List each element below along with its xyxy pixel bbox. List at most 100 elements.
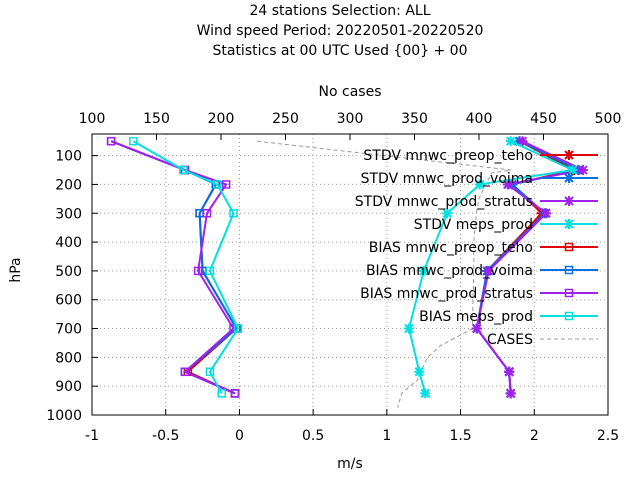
- data-point: [442, 208, 453, 219]
- data-point: [564, 150, 574, 160]
- legend-label: STDV mnwc_prod_voima: [361, 171, 533, 187]
- x-tick-label: 1.5: [449, 428, 471, 444]
- title-line-3: Statistics at 00 UTC Used {00} + 00: [212, 43, 467, 59]
- legend-label: BIAS mnwc_prod_stratus: [360, 286, 533, 302]
- y-axis-label: hPa: [8, 257, 24, 282]
- data-point: [202, 209, 212, 218]
- legend-label: STDV mnwc_prod_stratus: [355, 194, 533, 210]
- y-tick-label: 600: [55, 293, 82, 309]
- legend-item: BIAS meps_prod: [419, 309, 598, 325]
- legend-label: BIAS meps_prod: [419, 309, 533, 325]
- series-group: [106, 136, 588, 399]
- data-point: [474, 179, 485, 190]
- data-point: [205, 367, 215, 377]
- title-line-1: 24 stations Selection: ALL: [249, 3, 430, 19]
- y-tick-label: 900: [55, 379, 82, 395]
- legend-label: CASES: [487, 332, 533, 348]
- legend-item: STDV meps_prod: [414, 217, 598, 233]
- y-tick-label: 400: [55, 235, 82, 251]
- series-6: [106, 136, 240, 398]
- data-point: [106, 136, 116, 146]
- y-tick-label: 700: [55, 322, 82, 338]
- x2-axis-label: No cases: [319, 84, 382, 100]
- data-point: [564, 196, 574, 206]
- legend-item: STDV mnwc_prod_stratus: [355, 194, 598, 210]
- data-point: [221, 180, 231, 189]
- data-point: [205, 266, 215, 276]
- x-axis-ticks: -1 -0.5 0 0.5 1 1.5 2 2.5: [85, 409, 619, 444]
- series-4: [106, 136, 241, 398]
- data-point: [517, 136, 528, 147]
- x2-tick-label: 100: [79, 111, 106, 127]
- legend-label: BIAS mnwc_prod_voima: [366, 263, 533, 279]
- legend: STDV mnwc_preop_teho STDV mnwc_prod_voima…: [355, 148, 598, 348]
- data-point: [213, 180, 222, 189]
- data-point: [471, 323, 482, 334]
- legend-label: STDV meps_prod: [414, 217, 533, 233]
- y-tick-label: 100: [55, 149, 82, 165]
- x-tick-label: -1: [85, 428, 99, 444]
- x2-tick-label: 150: [143, 111, 170, 127]
- data-point: [217, 389, 226, 398]
- y-tick-label: 1000: [46, 408, 82, 424]
- y-tick-label: 200: [55, 177, 82, 193]
- x2-tick-label: 250: [272, 111, 299, 127]
- x2-tick-label: 500: [595, 111, 622, 127]
- data-point: [505, 388, 516, 399]
- data-point: [229, 209, 238, 218]
- y-tick-label: 500: [55, 264, 82, 280]
- x-axis-label: m/s: [337, 456, 363, 472]
- legend-item: STDV mnwc_preop_teho: [363, 148, 598, 164]
- x-tick-label: 1: [382, 428, 391, 444]
- series-3: [403, 136, 578, 399]
- x2-tick-label: 200: [208, 111, 235, 127]
- data-point: [193, 266, 203, 276]
- data-point: [564, 242, 574, 252]
- data-point: [233, 324, 243, 333]
- data-point: [502, 179, 513, 190]
- data-point: [418, 265, 429, 276]
- x-tick-label: 0.5: [302, 428, 324, 444]
- data-point: [179, 165, 188, 175]
- data-point: [564, 219, 574, 229]
- series-line: [110, 140, 236, 395]
- x2-tick-label: 350: [401, 111, 428, 127]
- x2-tick-label: 450: [530, 111, 557, 127]
- series-5: [106, 136, 241, 398]
- y-axis-ticks: 100 200 300 400 500 600 700 800 900 1000: [46, 149, 98, 424]
- data-point: [567, 165, 578, 176]
- x2-tick-label: 400: [466, 111, 493, 127]
- series-line: [407, 140, 577, 394]
- x-tick-label: -0.5: [152, 428, 179, 444]
- legend-label: BIAS mnwc_preop_teho: [369, 240, 533, 256]
- data-point: [577, 165, 588, 176]
- data-point: [564, 288, 574, 298]
- series-line: [132, 140, 240, 394]
- legend-item: STDV mnwc_prod_voima: [361, 171, 598, 187]
- data-point: [403, 323, 414, 334]
- series-line: [110, 140, 238, 395]
- legend-item: BIAS mnwc_preop_teho: [369, 240, 598, 256]
- x-tick-label: 2.5: [597, 428, 619, 444]
- data-point: [564, 311, 574, 321]
- data-point: [420, 388, 431, 399]
- data-point: [180, 367, 190, 377]
- data-point: [504, 366, 515, 377]
- data-point: [129, 136, 138, 146]
- data-point: [230, 389, 240, 398]
- x2-axis-ticks: 100 150 200 250 300 350 400 450 500: [79, 111, 622, 140]
- chart-title: 24 stations Selection: ALL Wind speed Pe…: [197, 3, 484, 59]
- legend-item: BIAS mnwc_prod_voima: [366, 263, 598, 279]
- x-tick-label: 2: [530, 428, 539, 444]
- grid: [92, 134, 608, 415]
- data-point: [505, 136, 516, 147]
- x-tick-label: 0: [235, 428, 244, 444]
- y-tick-label: 300: [55, 206, 82, 222]
- series-line: [110, 140, 238, 395]
- data-point: [483, 265, 494, 276]
- series-7: [129, 136, 243, 398]
- legend-item: CASES: [487, 332, 598, 348]
- title-line-2: Wind speed Period: 20220501-20220520: [197, 23, 484, 39]
- legend-label: STDV mnwc_preop_teho: [363, 148, 533, 164]
